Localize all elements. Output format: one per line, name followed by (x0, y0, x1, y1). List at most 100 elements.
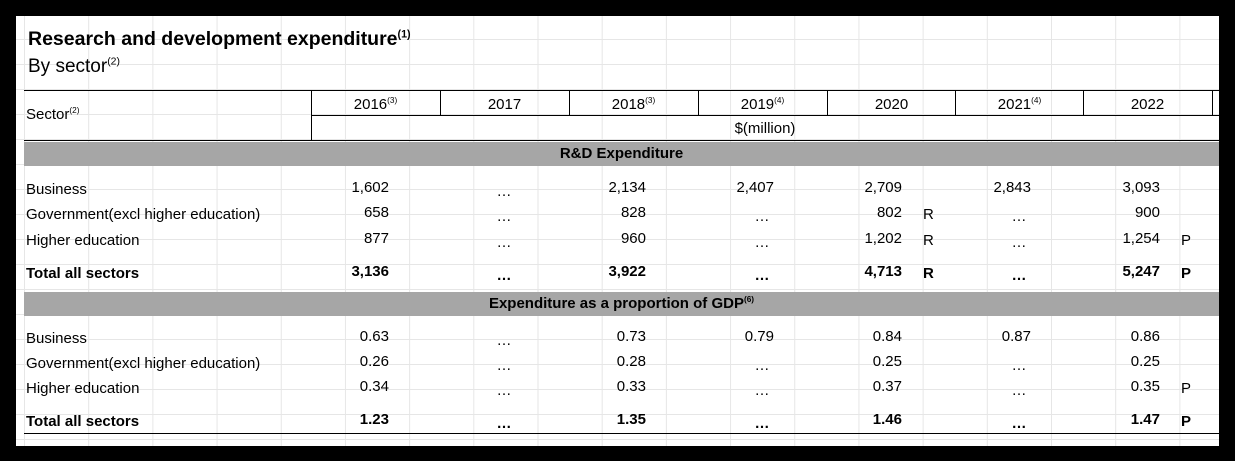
table-cell: 3,922 (608, 263, 646, 280)
status-flag: P (1181, 413, 1192, 430)
table-cell: 0.34 (359, 378, 389, 395)
table-cell: … (496, 357, 512, 374)
table-cell: 0.86 (1130, 328, 1160, 345)
table-cell: … (496, 415, 512, 432)
year-header-2020: 2020 (874, 96, 909, 113)
table-cell: 2,134 (608, 179, 646, 196)
table-cell: 0.73 (616, 328, 646, 345)
table-cell: 2,407 (736, 179, 774, 196)
status-flag: P (1181, 380, 1192, 397)
year-divider (440, 90, 441, 115)
year-header-2018: 2018(3) (611, 96, 656, 113)
years-bottom-rule (311, 115, 1219, 116)
table-row: Business 0.63 … 0.73 0.79 0.84 0.87 0.86 (16, 328, 1219, 352)
table-cell: 1.47 (1130, 411, 1160, 428)
table-cell: 1.46 (872, 411, 902, 428)
table-cell: … (754, 234, 770, 251)
year-divider (827, 90, 828, 115)
year-divider (569, 90, 570, 115)
table-cell: 900 (1134, 204, 1160, 221)
row-label: Higher education (26, 380, 140, 397)
table-cell: 1,202 (864, 230, 902, 247)
status-flag: P (1181, 232, 1192, 249)
table-cell: … (1011, 382, 1027, 399)
unit-label: $(million) (734, 120, 796, 137)
table-row: Business 1,602 … 2,134 2,407 2,709 2,843 3,093 (16, 179, 1219, 203)
table-cell: 0.63 (359, 328, 389, 345)
table-cell: 0.25 (872, 353, 902, 370)
table-cell: … (754, 415, 770, 432)
table-cell: … (1011, 357, 1027, 374)
table-cell: 1.23 (359, 411, 389, 428)
table-cell: 2,843 (993, 179, 1031, 196)
table-cell: 1,602 (351, 179, 389, 196)
row-label: Business (26, 330, 87, 347)
table-cell: 4,713 (864, 263, 902, 280)
status-flag: P (1181, 265, 1192, 282)
table-cell: … (496, 183, 512, 200)
table-cell: … (1011, 267, 1027, 284)
table-cell: 0.87 (1001, 328, 1031, 345)
row-label: Government(excl higher education) (26, 355, 261, 372)
section-heading: Expenditure as a proportion of GDP(6) (24, 292, 1219, 316)
row-label: Total all sectors (26, 265, 140, 282)
table-bottom-rule (24, 433, 1219, 434)
table-cell: 658 (363, 204, 389, 221)
table-cell: 5,247 (1122, 263, 1160, 280)
table-cell: … (496, 234, 512, 251)
header-top-rule (24, 90, 1219, 91)
table-cell: 0.37 (872, 378, 902, 395)
table-cell: … (754, 357, 770, 374)
table-subtitle: By sector(2) (28, 56, 120, 77)
table-cell: 0.26 (359, 353, 389, 370)
table-row: Higher education 877 … 960 … 1,202 R … 1,254 P (16, 230, 1219, 254)
table-cell: … (754, 267, 770, 284)
table-cell: 2,709 (864, 179, 902, 196)
sector-column-header: Sector(2) (26, 106, 80, 123)
table-cell: … (754, 382, 770, 399)
table-cell: 960 (620, 230, 646, 247)
table-cell: 0.25 (1130, 353, 1160, 370)
spreadsheet-area: Research and development expenditure(1) … (16, 16, 1219, 446)
table-cell: … (1011, 415, 1027, 432)
year-divider (955, 90, 956, 115)
header-divider (311, 90, 312, 140)
year-divider (1083, 90, 1084, 115)
table-cell: 0.79 (744, 328, 774, 345)
table-cell: 0.33 (616, 378, 646, 395)
year-header-2022: 2022 (1130, 96, 1165, 113)
year-header-2021: 2021(4) (997, 96, 1042, 113)
status-flag: R (923, 206, 934, 223)
table-cell: … (496, 332, 512, 349)
header-bottom-rule (24, 140, 1219, 141)
table-cell: 0.35 (1130, 378, 1160, 395)
year-divider (698, 90, 699, 115)
year-header-2017: 2017 (487, 96, 522, 113)
table-cell: 0.28 (616, 353, 646, 370)
table-cell: … (496, 267, 512, 284)
table-cell: … (1011, 208, 1027, 225)
table-row: Higher education 0.34 … 0.33 … 0.37 … 0.35 P (16, 378, 1219, 402)
table-cell: 1.35 (616, 411, 646, 428)
table-cell: … (1011, 234, 1027, 251)
row-label: Business (26, 181, 87, 198)
table-cell: 3,093 (1122, 179, 1160, 196)
total-row: Total all sectors 3,136 … 3,922 … 4,713 R … 5,24… (16, 263, 1219, 287)
table-cell: … (496, 208, 512, 225)
table-cell: 3,136 (351, 263, 389, 280)
status-flag: R (923, 265, 934, 282)
year-divider (1212, 90, 1213, 115)
row-label: Higher education (26, 232, 140, 249)
section-heading: R&D Expenditure (24, 142, 1219, 166)
year-header-2019: 2019(4) (740, 96, 785, 113)
table-row: Government(excl higher education) 0.26 … 0.… (16, 353, 1219, 377)
row-label: Government(excl higher education) (26, 206, 261, 223)
table-title: Research and development expenditure(1) (28, 28, 411, 50)
table-cell: 877 (363, 230, 389, 247)
status-flag: R (923, 232, 934, 249)
total-row: Total all sectors 1.23 … 1.35 … 1.46 … 1.47 P (16, 411, 1219, 435)
table-cell: … (754, 208, 770, 225)
table-cell: 802 (876, 204, 902, 221)
table-cell: 1,254 (1122, 230, 1160, 247)
table-row: Government(excl higher education) 658 … 828… (16, 204, 1219, 228)
